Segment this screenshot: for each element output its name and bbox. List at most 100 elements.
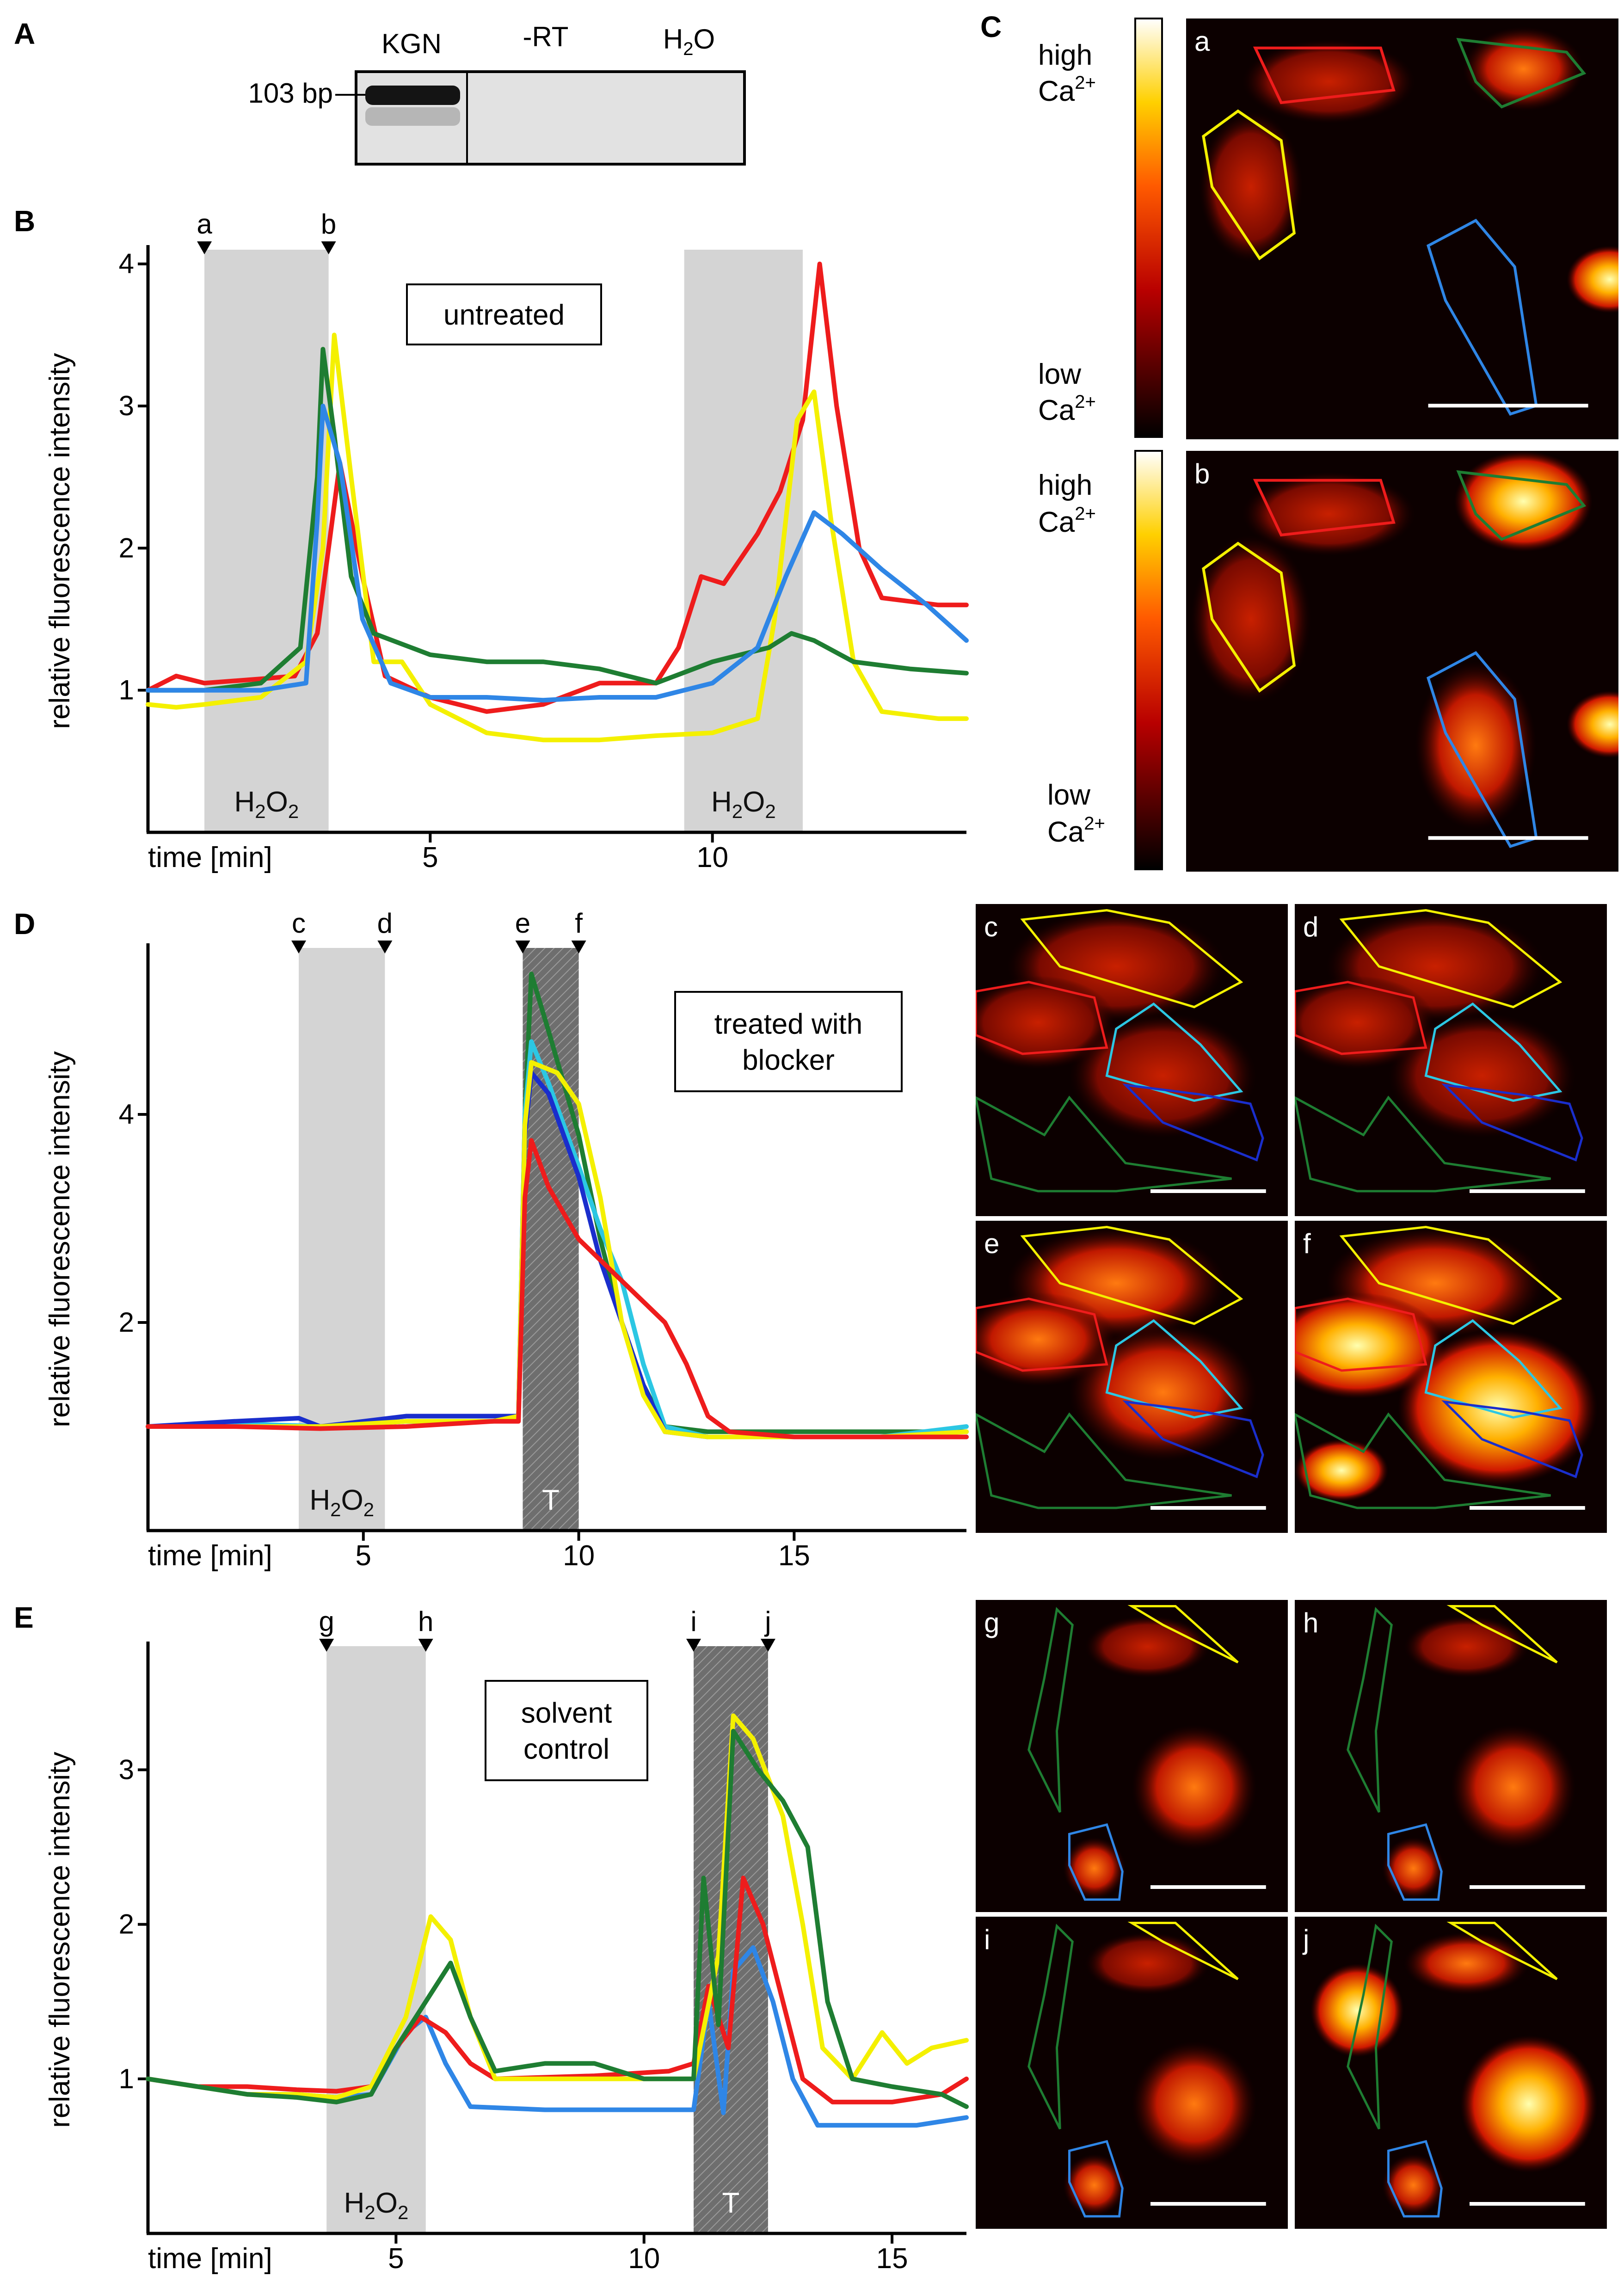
time-marker-label: g — [319, 1606, 334, 1637]
svg-text:Ca2+: Ca2+ — [1038, 73, 1096, 107]
roi-outline-cyan — [1105, 1002, 1243, 1102]
x-tick-label: 15 — [778, 1540, 810, 1572]
series-line-blue — [146, 1945, 969, 2128]
time-marker-label: c — [292, 908, 306, 939]
roi-outline-yellow — [1339, 1225, 1562, 1325]
svg-text:Ca2+: Ca2+ — [1038, 504, 1096, 538]
band-label: H2O2 — [711, 786, 776, 822]
roi-outline-darkblue — [1122, 1400, 1264, 1478]
time-marker-arrow — [760, 1639, 775, 1652]
y-tick-label: 4 — [119, 248, 134, 279]
colorbar-low-label: low — [1047, 779, 1090, 811]
x-tick-label: 5 — [388, 2243, 404, 2275]
gel-marker-label: 103 bp — [248, 78, 333, 109]
svg-text:Ca2+: Ca2+ — [1038, 392, 1096, 426]
colorbar-charge: 2+ — [1075, 504, 1096, 524]
cell-glow — [1085, 1615, 1210, 1678]
time-marker-label: h — [418, 1606, 433, 1637]
micrograph-label: g — [984, 1607, 999, 1638]
x-tick-label: 5 — [356, 1540, 371, 1572]
colorbar-low-label: low — [1038, 358, 1081, 390]
series-line-blue — [146, 404, 969, 703]
cell-glow — [1388, 1013, 1576, 1138]
micrograph-e: e — [976, 1221, 1288, 1533]
micrograph-label: c — [984, 911, 998, 942]
cell-glow — [1063, 1837, 1126, 1900]
y-axis-label: relative fluorescence intensity — [44, 353, 76, 729]
roi-outline-red — [976, 981, 1108, 1055]
time-marker-label: a — [197, 209, 212, 240]
x-tick-label: 10 — [628, 2243, 660, 2275]
cell-glow — [1295, 1439, 1389, 1502]
time-marker-label: b — [321, 209, 336, 240]
micrograph-c: c — [976, 904, 1288, 1216]
micrograph-d: d — [1295, 904, 1607, 1216]
series-line-yellow — [146, 1060, 969, 1439]
treatment-band — [299, 948, 385, 1531]
band-label: H2O2 — [234, 786, 299, 822]
colorbar-ion: Ca — [1038, 506, 1075, 538]
panel-label-d: D — [14, 907, 35, 941]
cell-glow — [1295, 1292, 1445, 1399]
band-label: H2O2 — [309, 1484, 374, 1520]
time-marker-label: f — [575, 908, 583, 939]
gel-image: KGN -RT H2O 103 bp — [248, 21, 746, 166]
cell-glow — [1451, 1725, 1576, 1850]
colorbar-charge: 2+ — [1075, 392, 1096, 412]
time-marker-arrow — [571, 941, 586, 953]
chart-untreated: H2O2 H2O2 a b 1 2 3 4 5 10 time [min] relative fluo… — [44, 209, 969, 873]
x-axis-label: time [min] — [148, 842, 272, 873]
micrograph-g: g — [976, 1600, 1288, 1912]
y-tick-label: 2 — [119, 532, 134, 563]
cell-glow — [1460, 2035, 1598, 2173]
y-tick-label: 1 — [119, 2063, 134, 2094]
treatment-band — [326, 1646, 426, 2233]
time-marker-label: e — [515, 908, 530, 939]
panel-label-b: B — [14, 204, 35, 238]
roi-outline-yellow — [1127, 1922, 1239, 1980]
roi-outline-green — [1295, 1412, 1551, 1509]
time-marker-arrow — [291, 941, 307, 953]
cell-glow — [1566, 246, 1618, 313]
cell-glow — [1454, 451, 1593, 552]
chart-solvent-control: H2O2 Tg h i j 1 2 3 5 10 15 time [min] relative fluo… — [44, 1606, 969, 2275]
panel-label-a: A — [14, 17, 35, 50]
cell-glow — [1069, 1013, 1257, 1138]
x-tick-label: 15 — [876, 2243, 908, 2275]
micrograph-label: h — [1303, 1607, 1318, 1638]
y-axis-label: relative fluorescence intensity — [44, 1752, 76, 2128]
cell-glow — [1132, 2042, 1257, 2166]
cell-glow — [1404, 1932, 1529, 1995]
roi-outline-red — [1253, 46, 1396, 105]
condition-label: control — [523, 1734, 609, 1765]
roi-outline-yellow — [1202, 109, 1296, 260]
micrograph-label: a — [1194, 26, 1210, 57]
time-marker-arrow — [515, 941, 530, 953]
band-label: T — [542, 1484, 560, 1516]
colorbar-ion: Ca — [1047, 816, 1084, 848]
cell-glow — [1415, 661, 1537, 830]
colorbar-high-label: high — [1038, 39, 1092, 71]
condition-box — [406, 283, 602, 345]
y-tick-label: 2 — [119, 1307, 134, 1338]
time-marker-arrow — [686, 1639, 701, 1652]
y-tick-label: 3 — [119, 390, 134, 421]
roi-outline-green — [1027, 1607, 1074, 1813]
cell-glow — [1566, 690, 1618, 758]
roi-outline-green — [976, 1412, 1232, 1509]
x-tick-label: 10 — [696, 842, 728, 873]
gel-lane-h2o: H2O — [663, 24, 715, 59]
colorbar-charge: 2+ — [1075, 73, 1096, 93]
colorbar-bottom: high Ca2+ low Ca2+ — [1038, 450, 1163, 870]
treatment-band — [204, 250, 329, 832]
x-tick-label: 10 — [563, 1540, 595, 1572]
condition-box — [674, 991, 903, 1092]
condition-label: treated with — [714, 1009, 863, 1040]
roi-outline-red — [1295, 981, 1427, 1055]
colorbar-ion: Ca — [1038, 394, 1075, 426]
roi-outline-blue — [1387, 1823, 1443, 1901]
time-marker-label: j — [764, 1606, 771, 1637]
y-tick-label: 2 — [119, 1909, 134, 1940]
y-tick-label: 4 — [119, 1099, 134, 1130]
